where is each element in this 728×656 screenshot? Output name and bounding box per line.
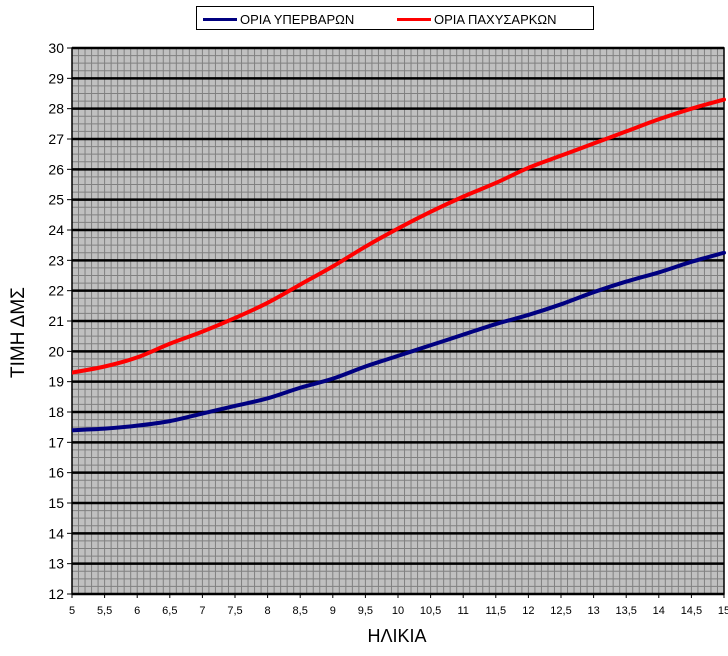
x-tick-label: 10	[392, 605, 404, 617]
y-tick-label: 25	[48, 192, 64, 208]
y-tick-label: 13	[48, 556, 64, 572]
series-line-1	[72, 250, 726, 433]
y-tick-label: 14	[48, 525, 64, 541]
x-tick-label: 11	[457, 605, 468, 617]
x-tick-label: 14,5	[681, 605, 702, 617]
y-tick-label: 24	[48, 222, 64, 238]
y-tick-label: 21	[48, 313, 64, 329]
legend-label-series-1: ΟΡΙΑ ΥΠΕΡΒΑΡΩΝ	[240, 11, 355, 27]
x-tick-label: 5,5	[97, 605, 112, 617]
x-tick-label: 10,5	[420, 605, 441, 617]
x-tick-label: 13	[587, 605, 599, 617]
x-tick-label: 8	[265, 605, 271, 617]
x-tick-label: 15	[718, 605, 728, 617]
legend: ΟΡΙΑ ΥΠΕΡΒΑΡΩΝ ΟΡΙΑ ΠΑΧΥΣΑΡΚΩΝ	[196, 6, 594, 30]
x-tick-label: 9,5	[358, 605, 373, 617]
legend-item-series-2: ΟΡΙΑ ΠΑΧΥΣΑΡΚΩΝ	[397, 11, 557, 27]
x-tick-label: 7	[199, 605, 205, 617]
x-tick-label: 8,5	[293, 605, 308, 617]
y-tick-label: 15	[48, 495, 64, 511]
y-tick-label: 23	[48, 252, 64, 268]
y-tick-label: 20	[48, 343, 64, 359]
legend-item-series-1: ΟΡΙΑ ΥΠΕΡΒΑΡΩΝ	[203, 11, 354, 27]
y-axis-title: ΤΙΜΗ ΔΜΣ	[8, 287, 29, 378]
legend-swatch-series-2	[397, 17, 431, 21]
y-tick-label: 12	[48, 586, 64, 602]
series-line-2	[72, 97, 726, 375]
y-tick-label: 18	[48, 404, 64, 420]
x-axis-title-wrap: ΗΛΙΚΙΑ	[0, 626, 728, 647]
x-tick-label: 5	[69, 605, 75, 617]
legend-swatch-series-1	[203, 17, 237, 21]
x-tick-label: 12	[522, 605, 534, 617]
x-tick-label: 6,5	[162, 605, 177, 617]
y-tick-label: 22	[48, 283, 64, 299]
x-tick-label: 6	[134, 605, 140, 617]
y-tick-label: 17	[48, 434, 64, 450]
series-layer	[72, 97, 726, 433]
y-tick-label: 16	[48, 465, 64, 481]
y-tick-label: 29	[48, 70, 64, 86]
legend-label-series-2: ΟΡΙΑ ΠΑΧΥΣΑΡΚΩΝ	[434, 11, 557, 27]
x-tick-label: 11,5	[486, 605, 507, 617]
y-tick-label: 19	[48, 374, 64, 390]
x-tick-label: 12,5	[550, 605, 571, 617]
x-tick-label: 13,5	[615, 605, 636, 617]
x-axis: 5 5,5 6 6,5 7 7,5 8 8,5 9 9,5 10 10,5 11 11,5 12 12,5 13…	[69, 594, 728, 617]
x-axis-title: ΗΛΙΚΙΑ	[367, 626, 427, 646]
y-tick-label: 28	[48, 101, 64, 117]
y-tick-label: 26	[48, 161, 64, 177]
y-axis: 12 13 14 15 16 17 18 19 20 21 22 23 24 25 26 27 28 29 30	[48, 40, 72, 602]
y-tick-label: 30	[48, 40, 64, 56]
x-tick-label: 7,5	[227, 605, 242, 617]
x-tick-label: 14	[653, 605, 665, 617]
x-tick-label: 9	[330, 605, 336, 617]
y-tick-label: 27	[48, 131, 64, 147]
